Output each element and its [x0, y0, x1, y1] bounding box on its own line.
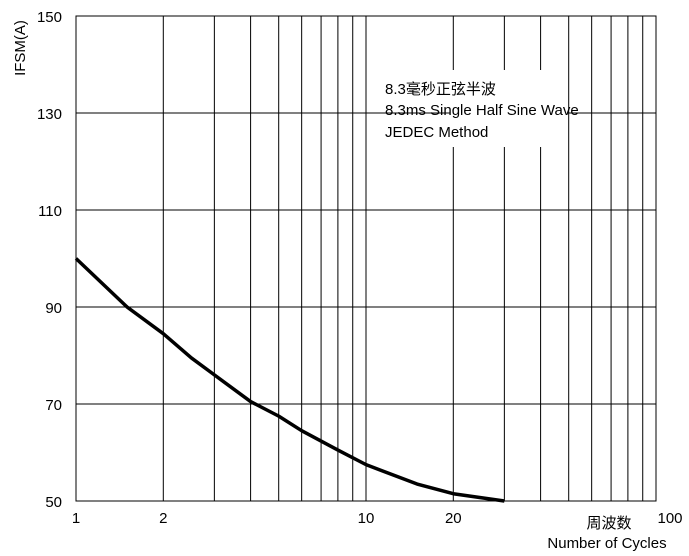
- annotation-background: [450, 70, 568, 147]
- x-axis-label: Number of Cycles: [547, 535, 666, 551]
- annotation: 8.3毫秒正弦半波 8.3ms Single Half Sine Wave JE…: [385, 80, 579, 141]
- annotation-line-3: JEDEC Method: [385, 124, 488, 141]
- series: [74, 257, 505, 503]
- grid: [76, 16, 656, 501]
- y-tick-label: 70: [45, 397, 62, 414]
- y-tick-label: 50: [45, 494, 62, 511]
- x-tick-label: 2: [159, 510, 167, 527]
- y-tick-label: 90: [45, 300, 62, 317]
- series-line: [74, 257, 505, 503]
- annotation-line-2: 8.3ms Single Half Sine Wave: [385, 102, 579, 119]
- x-tick-label: 20: [445, 510, 462, 527]
- x-tick-label: 1: [72, 510, 80, 527]
- y-tick-label: 130: [37, 106, 62, 123]
- x-tick-label: 10: [358, 510, 375, 527]
- x-tick-labels: 1 2 10 20 100: [72, 510, 683, 527]
- x-axis-label-chinese: 周波数: [586, 515, 631, 532]
- y-tick-labels: 50 70 90 110 130 150: [37, 9, 62, 511]
- y-tick-label: 150: [37, 9, 62, 26]
- y-axis-label: IFSM(A): [12, 20, 29, 76]
- annotation-box: [450, 70, 568, 147]
- y-tick-label: 110: [38, 203, 62, 220]
- x-tick-label: 100: [657, 510, 682, 527]
- annotation-line-1: 8.3毫秒正弦半波: [385, 80, 496, 98]
